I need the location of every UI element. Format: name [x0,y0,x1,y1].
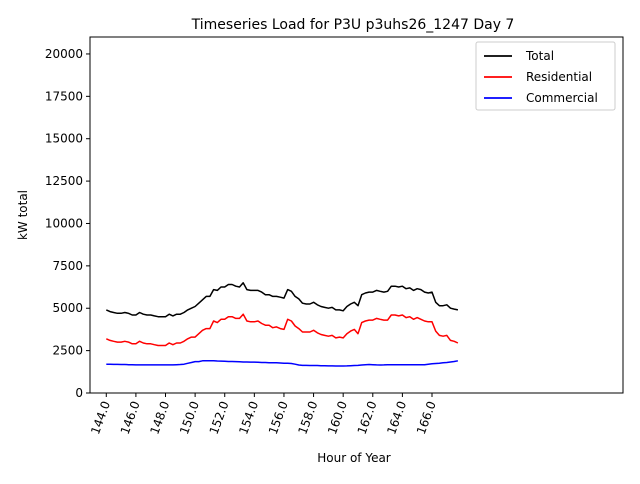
y-tick-label: 15000 [45,132,83,146]
legend: Total Residential Commercial [475,41,616,111]
y-tick-label: 2500 [52,344,83,358]
x-tick-label: 152.0 [207,399,232,436]
y-tick-label: 20000 [45,47,83,61]
chart-title: Timeseries Load for P3U p3uhs26_1247 Day… [191,17,515,33]
x-tick-label: 154.0 [236,399,261,436]
y-tick-label: 12500 [45,174,83,188]
x-tick-label: 144.0 [88,399,113,436]
x-axis-label: Hour of Year [317,451,391,465]
y-axis-label: kW total [16,190,30,240]
series-line-commercial [106,360,459,367]
x-tick-label: 164.0 [384,399,409,436]
legend-label-commercial: Commercial [526,91,598,105]
x-tick-label: 156.0 [266,399,291,436]
x-tick-label: 162.0 [355,399,380,436]
y-tick-label: 10000 [45,216,83,230]
y-tick-label: 5000 [52,301,83,315]
x-tick-label: 158.0 [295,399,320,436]
y-tick-label: 0 [75,386,83,400]
series-lines [105,282,459,367]
legend-label-residential: Residential [526,70,592,84]
x-tick-label: 150.0 [177,399,202,436]
legend-box [475,41,616,111]
x-axis: 144.0 146.0 148.0 150.0 152.0 154.0 156.0 158.0… [88,393,439,436]
x-tick-label: 148.0 [147,399,172,436]
series-line-residential [106,313,459,347]
x-tick-label: 166.0 [414,399,439,436]
x-tick-label: 146.0 [118,399,143,436]
y-axis: 0 2500 5000 7500 10000 12500 15000 17500 20000 [45,47,90,400]
x-tick-label: 160.0 [325,399,350,436]
legend-label-total: Total [525,49,554,63]
y-tick-label: 17500 [45,89,83,103]
series-line-total [105,282,459,318]
y-tick-label: 7500 [52,259,83,273]
